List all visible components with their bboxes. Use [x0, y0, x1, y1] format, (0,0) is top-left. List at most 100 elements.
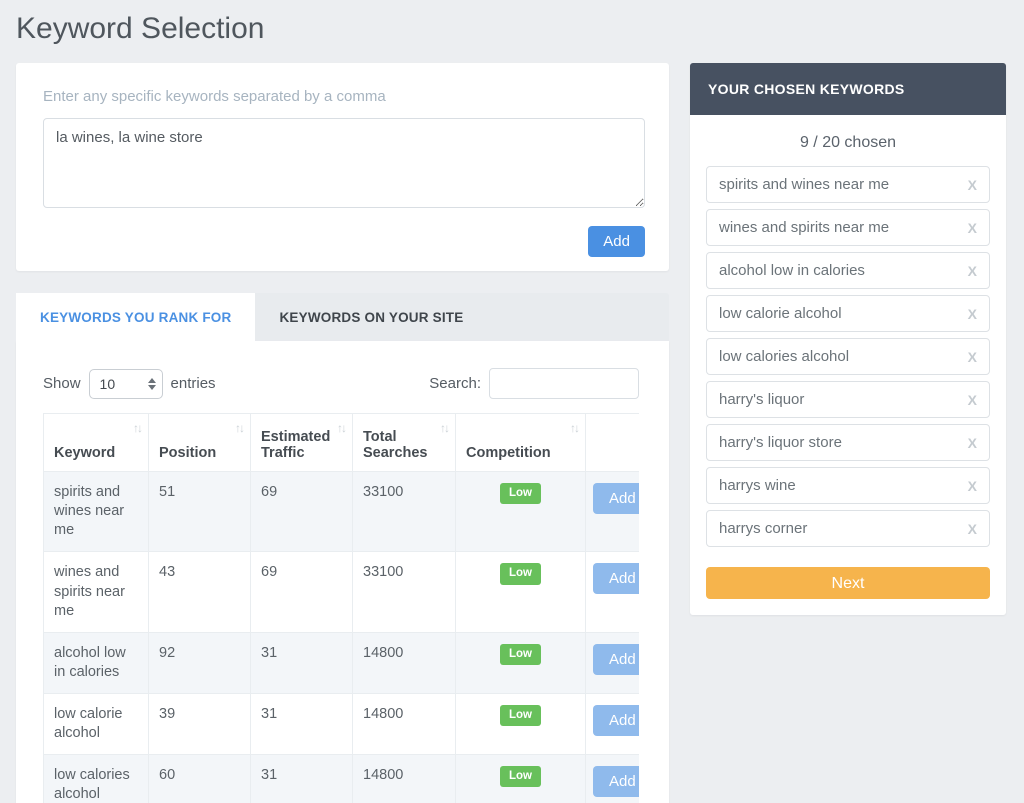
cell-total-searches: 14800 — [352, 631, 456, 695]
cell-total-searches: 33100 — [352, 470, 456, 553]
cell-competition: Low — [455, 754, 586, 803]
competition-badge: Low — [500, 766, 541, 788]
remove-keyword-icon[interactable]: X — [967, 305, 977, 322]
chosen-keyword-label: low calories alcohol — [719, 348, 850, 365]
search-label: Search: — [429, 375, 481, 392]
add-keywords-label: Enter any specific keywords separated by… — [43, 88, 386, 105]
column-header-actions — [585, 413, 639, 472]
column-header-estimated-traffic[interactable]: Estimated Traffic ↑↓ — [250, 413, 353, 472]
remove-keyword-icon[interactable]: X — [967, 391, 977, 408]
remove-keyword-icon[interactable]: X — [967, 520, 977, 537]
add-keywords-panel: Enter any specific keywords separated by… — [16, 63, 669, 271]
sort-icon[interactable]: ↑↓ — [235, 421, 245, 435]
chosen-keyword-label: harry's liquor — [719, 391, 805, 408]
cell-keyword: wines and spirits near me — [43, 551, 149, 633]
column-label: Total Searches — [363, 429, 428, 461]
cell-position: 92 — [148, 631, 251, 695]
cell-position: 51 — [148, 470, 251, 553]
chosen-keyword-chip: harrys corner X — [706, 510, 990, 547]
sort-icon[interactable]: ↑↓ — [440, 421, 450, 435]
cell-action: Add — [585, 692, 639, 756]
table-row: wines and spirits near me 43 69 33100 Low Add — [43, 551, 639, 633]
sort-icon[interactable]: ↑↓ — [337, 421, 347, 435]
sort-icon[interactable]: ↑↓ — [133, 421, 143, 435]
cell-keyword: low calorie alcohol — [43, 692, 149, 756]
cell-keyword: alcohol low in calories — [43, 631, 149, 695]
cell-position: 43 — [148, 551, 251, 633]
row-add-button[interactable]: Add — [593, 705, 639, 736]
table-controls: Show 10 entries Search: — [43, 368, 639, 399]
chosen-keyword-chip: spirits and wines near me X — [706, 166, 990, 203]
table-row: low calories alcohol 60 31 14800 Low Add — [43, 754, 639, 803]
search-input[interactable] — [489, 368, 639, 399]
show-entries-control: Show 10 entries — [43, 368, 216, 399]
chosen-keyword-chip: low calorie alcohol X — [706, 295, 990, 332]
chosen-keyword-chip: alcohol low in calories X — [706, 252, 990, 289]
column-header-position[interactable]: Position ↑↓ — [148, 413, 251, 472]
chosen-keyword-chip: wines and spirits near me X — [706, 209, 990, 246]
remove-keyword-icon[interactable]: X — [967, 348, 977, 365]
column-header-total-searches[interactable]: Total Searches ↑↓ — [352, 413, 456, 472]
tab-keywords-you-rank-for[interactable]: Keywords You Rank For — [16, 293, 256, 341]
remove-keyword-icon[interactable]: X — [967, 176, 977, 193]
cell-estimated-traffic: 31 — [250, 692, 353, 756]
row-add-button[interactable]: Add — [593, 643, 639, 675]
cell-competition: Low — [455, 470, 586, 553]
column-header-keyword[interactable]: Keyword ↑↓ — [43, 413, 149, 472]
main-column: Enter any specific keywords separated by… — [16, 63, 669, 803]
row-add-button[interactable]: Add — [593, 766, 639, 798]
add-button[interactable]: Add — [588, 226, 645, 257]
chosen-keywords-body: 9 / 20 chosen spirits and wines near me X… — [690, 115, 1006, 615]
cell-action: Add — [585, 631, 639, 695]
chosen-keyword-chip: low calories alcohol X — [706, 338, 990, 375]
entries-label: entries — [170, 375, 216, 392]
tab-keywords-on-your-site[interactable]: Keywords On Your Site — [279, 309, 464, 325]
table-header-row: Keyword ↑↓ Position ↑↓ Estimated Traffic ↑↓ To… — [43, 413, 639, 472]
chosen-keyword-label: wines and spirits near me — [719, 219, 890, 236]
entries-select[interactable]: 10 — [88, 368, 163, 399]
column-label: Estimated Traffic — [261, 429, 331, 461]
chosen-keywords-panel: Your Chosen Keywords 9 / 20 chosen spiri… — [690, 63, 1006, 615]
cell-estimated-traffic: 69 — [250, 470, 353, 553]
cell-action: Add — [585, 551, 639, 633]
chosen-keyword-chip: harry's liquor store X — [706, 424, 990, 461]
remove-keyword-icon[interactable]: X — [967, 477, 977, 494]
cell-estimated-traffic: 69 — [250, 551, 353, 633]
remove-keyword-icon[interactable]: X — [967, 262, 977, 279]
table-row: spirits and wines near me 51 69 33100 Low Add — [43, 470, 639, 553]
column-label: Keyword — [54, 445, 116, 461]
competition-badge: Low — [500, 705, 541, 727]
table-clip-area: Keyword ↑↓ Position ↑↓ Estimated Traffic ↑↓ To… — [43, 413, 639, 803]
chosen-keyword-label: low calorie alcohol — [719, 305, 842, 322]
cell-estimated-traffic: 31 — [250, 754, 353, 803]
cell-action: Add — [585, 754, 639, 803]
keywords-textarea[interactable]: la wines, la wine store — [43, 118, 645, 208]
remove-keyword-icon[interactable]: X — [967, 219, 977, 236]
entries-select-value: 10 — [99, 375, 116, 392]
table-panel: Show 10 entries Search: Keyword ↑↓ Positio… — [16, 341, 669, 803]
row-add-button[interactable]: Add — [593, 483, 639, 514]
column-header-competition[interactable]: Competition ↑↓ — [455, 413, 586, 472]
chosen-keyword-label: spirits and wines near me — [719, 176, 890, 193]
cell-total-searches: 14800 — [352, 754, 456, 803]
cell-competition: Low — [455, 551, 586, 633]
chosen-keyword-label: alcohol low in calories — [719, 262, 865, 279]
table-row: low calorie alcohol 39 31 14800 Low Add — [43, 692, 639, 756]
keywords-table: Keyword ↑↓ Position ↑↓ Estimated Traffic ↑↓ To… — [43, 413, 639, 803]
cell-keyword: spirits and wines near me — [43, 470, 149, 553]
column-label: Competition — [466, 445, 551, 461]
cell-total-searches: 33100 — [352, 551, 456, 633]
select-arrows-icon — [147, 377, 156, 390]
next-button[interactable]: Next — [706, 567, 990, 599]
page-title: Keyword Selection — [16, 12, 265, 45]
remove-keyword-icon[interactable]: X — [967, 434, 977, 451]
chosen-keyword-label: harry's liquor store — [719, 434, 842, 451]
sort-icon[interactable]: ↑↓ — [570, 421, 580, 435]
tabs-bar: Keywords You Rank For Keywords On Your Si… — [16, 293, 669, 341]
cell-position: 60 — [148, 754, 251, 803]
row-add-button[interactable]: Add — [593, 563, 639, 595]
cell-competition: Low — [455, 692, 586, 756]
cell-competition: Low — [455, 631, 586, 695]
